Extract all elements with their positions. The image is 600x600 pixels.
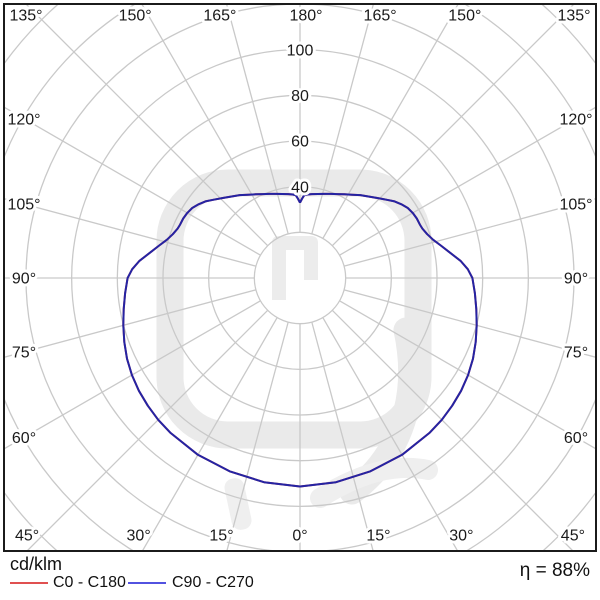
angle-label-30-right: 30° — [449, 528, 473, 545]
grid-ray — [4, 198, 257, 267]
angle-label-75-left: 75° — [12, 345, 36, 362]
angle-label-150-left: 150° — [119, 8, 152, 25]
radial-scale-label-80: 80 — [291, 88, 309, 105]
radial-scale-label-40: 40 — [291, 179, 309, 196]
angle-label-30-left: 30° — [127, 528, 151, 545]
watermark-ring — [156, 169, 432, 449]
angle-label-120-left: 120° — [7, 111, 40, 128]
watermark-swoosh — [310, 457, 438, 508]
radial-scale-label-60: 60 — [291, 134, 309, 151]
angle-label-45-left: 45° — [15, 528, 39, 545]
radial-scale-label-100: 100 — [287, 42, 314, 59]
grid-ray — [4, 300, 261, 450]
grid-ray — [4, 289, 257, 358]
grid-ray — [322, 4, 459, 239]
watermark-blob — [224, 478, 252, 530]
angle-label-60-right: 60° — [564, 430, 588, 447]
legend: cd/klm — [0, 552, 600, 600]
grid-ray — [339, 106, 596, 256]
angle-label-45-right: 45° — [561, 528, 585, 545]
polar-grid — [4, 4, 596, 551]
grid-ray — [339, 300, 596, 450]
grid-ray — [4, 106, 261, 256]
grid-ray — [343, 289, 596, 358]
c0-c180-line-swatch — [10, 582, 48, 584]
grid-ray — [311, 4, 375, 235]
angle-label-15-left: 15° — [209, 528, 233, 545]
logo-watermark — [156, 169, 438, 530]
angle-label-135-right: 135° — [557, 8, 590, 25]
c90-c270-line-swatch — [128, 582, 166, 584]
angle-label-60-left: 60° — [12, 430, 36, 447]
legend-label-c0-c180: C0 - C180 — [53, 574, 126, 591]
grid-ray — [141, 4, 278, 239]
angle-label-90-right: 90° — [564, 271, 588, 288]
angle-label-120-right: 120° — [559, 111, 592, 128]
grid-ray — [141, 317, 278, 551]
angle-label-105-right: 105° — [559, 197, 592, 214]
grid-ray — [26, 309, 269, 551]
angle-label-165-left: 165° — [203, 8, 236, 25]
watermark-glyph — [272, 236, 318, 300]
legend-label-c90-c270: C90 - C270 — [172, 574, 254, 591]
angle-label-105-left: 105° — [7, 197, 40, 214]
angle-label-165-right: 165° — [364, 8, 397, 25]
curve-c90-c270 — [122, 192, 478, 488]
grid-ray — [343, 198, 596, 267]
plot-frame — [3, 3, 597, 552]
grid-ray — [322, 317, 459, 551]
grid-ray — [311, 321, 374, 551]
angle-label-135-left: 135° — [9, 8, 42, 25]
angle-label-150-right: 150° — [448, 8, 481, 25]
angle-label-15-right: 15° — [366, 528, 390, 545]
angle-label-0: 0° — [292, 528, 307, 545]
polar-chart: 40 60 80 100 0° 15° 30° 45° 60° 75° 90° 105° 120° 135… — [3, 3, 597, 552]
efficiency-label: η = 88% — [519, 560, 590, 581]
grid-ray — [225, 4, 289, 235]
angle-label-90-left: 90° — [12, 271, 36, 288]
angle-label-180: 180° — [289, 8, 322, 25]
grid-ray — [226, 321, 289, 551]
grid-ray — [331, 309, 574, 551]
angle-label-75-right: 75° — [564, 345, 588, 362]
unit-label: cd/klm — [10, 554, 63, 574]
